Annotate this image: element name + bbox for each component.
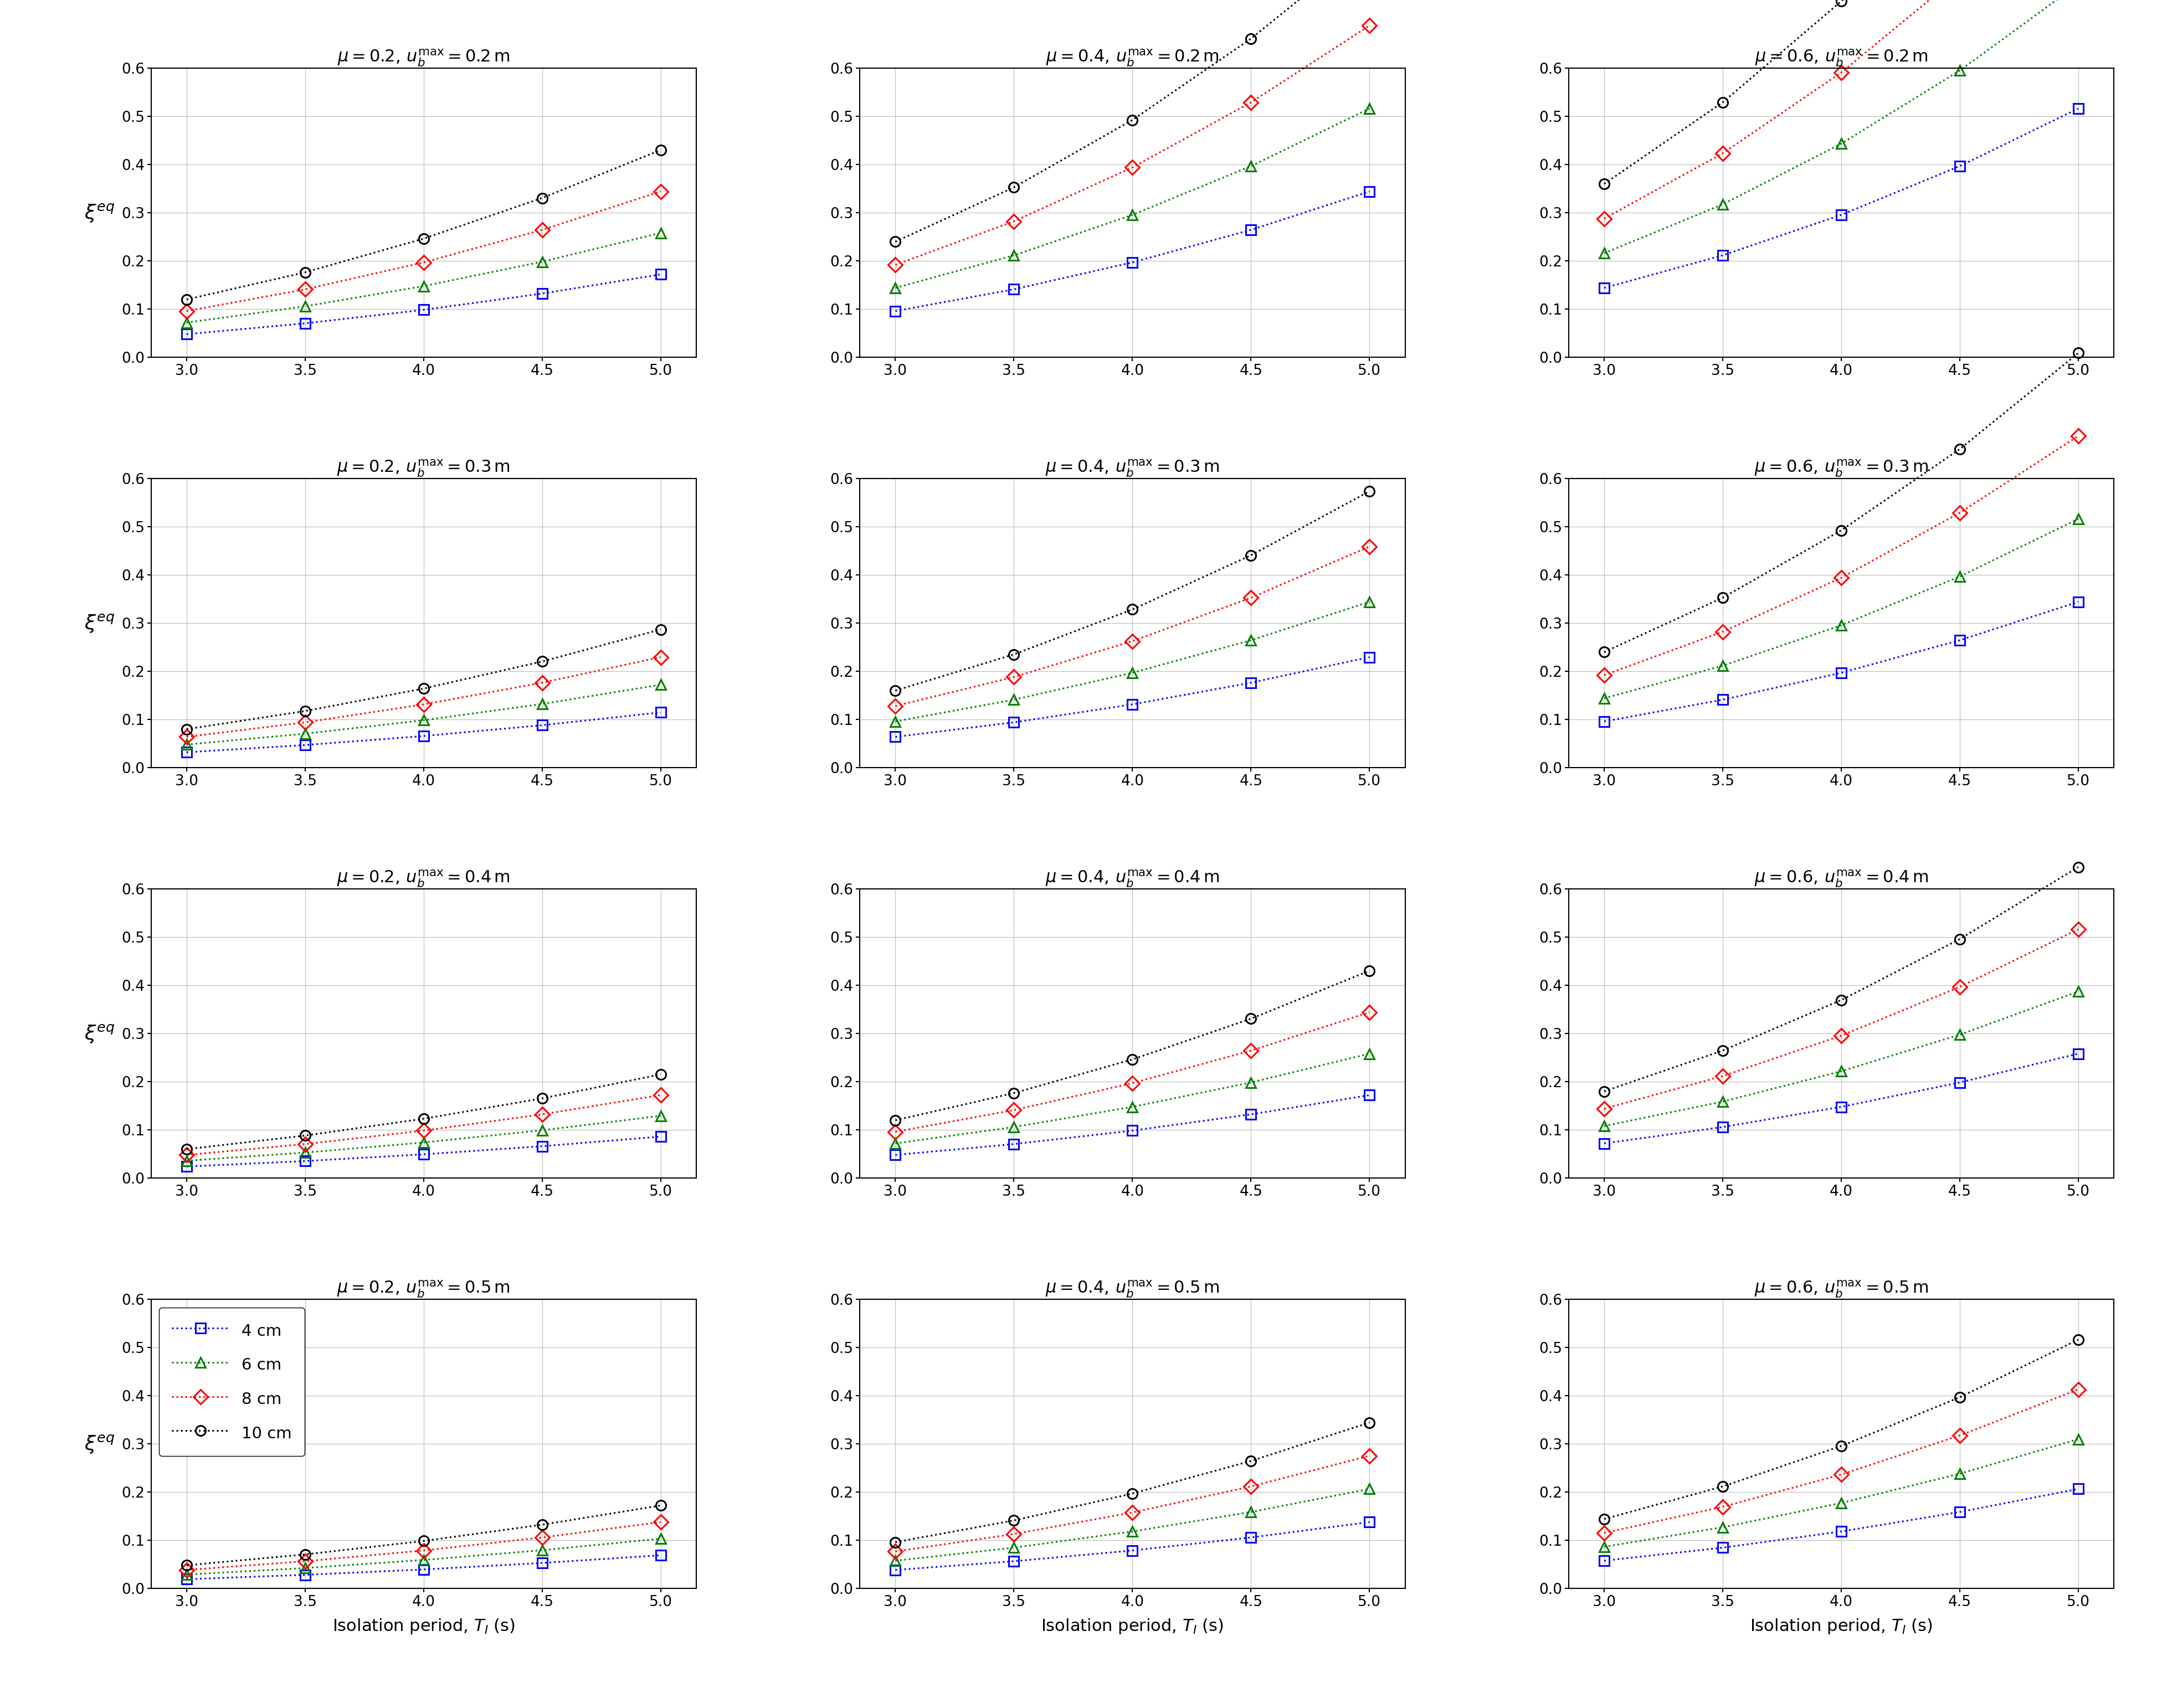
Title: $\mu = 0.2, \, \mathit{u}_b^{\rm max} = 0.3 \, \rm m$: $\mu = 0.2, \, \mathit{u}_b^{\rm max} = … — [336, 458, 511, 478]
Title: $\mu = 0.4, \, \mathit{u}_b^{\rm max} = 0.4 \, \rm m$: $\mu = 0.4, \, \mathit{u}_b^{\rm max} = … — [1046, 869, 1219, 888]
Title: $\mu = 0.6, \, \mathit{u}_b^{\rm max} = 0.4 \, \rm m$: $\mu = 0.6, \, \mathit{u}_b^{\rm max} = … — [1754, 869, 1928, 888]
Title: $\mu = 0.2, \, \mathit{u}_b^{\rm max} = 0.2 \, \rm m$: $\mu = 0.2, \, \mathit{u}_b^{\rm max} = … — [336, 48, 509, 68]
Title: $\mu = 0.2, \, \mathit{u}_b^{\rm max} = 0.5 \, \rm m$: $\mu = 0.2, \, \mathit{u}_b^{\rm max} = … — [336, 1279, 511, 1300]
Title: $\mu = 0.4, \, \mathit{u}_b^{\rm max} = 0.3 \, \rm m$: $\mu = 0.4, \, \mathit{u}_b^{\rm max} = … — [1046, 458, 1219, 478]
Title: $\mu = 0.6, \, \mathit{u}_b^{\rm max} = 0.3 \, \rm m$: $\mu = 0.6, \, \mathit{u}_b^{\rm max} = … — [1754, 458, 1928, 478]
X-axis label: Isolation period, $T_I$ (s): Isolation period, $T_I$ (s) — [1749, 1617, 1933, 1635]
Y-axis label: $\xi^{eq}$: $\xi^{eq}$ — [84, 613, 114, 634]
Title: $\mu = 0.6, \, \mathit{u}_b^{\rm max} = 0.2 \, \rm m$: $\mu = 0.6, \, \mathit{u}_b^{\rm max} = … — [1754, 48, 1928, 68]
Y-axis label: $\xi^{eq}$: $\xi^{eq}$ — [84, 1023, 114, 1044]
Y-axis label: $\xi^{eq}$: $\xi^{eq}$ — [84, 202, 114, 224]
Title: $\mu = 0.4, \, \mathit{u}_b^{\rm max} = 0.2 \, \rm m$: $\mu = 0.4, \, \mathit{u}_b^{\rm max} = … — [1046, 48, 1219, 68]
X-axis label: Isolation period, $T_I$ (s): Isolation period, $T_I$ (s) — [332, 1617, 516, 1635]
Title: $\mu = 0.2, \, \mathit{u}_b^{\rm max} = 0.4 \, \rm m$: $\mu = 0.2, \, \mathit{u}_b^{\rm max} = … — [336, 869, 511, 888]
Legend: 4 cm, 6 cm, 8 cm, 10 cm: 4 cm, 6 cm, 8 cm, 10 cm — [160, 1308, 304, 1455]
X-axis label: Isolation period, $T_I$ (s): Isolation period, $T_I$ (s) — [1042, 1617, 1223, 1635]
Title: $\mu = 0.6, \, \mathit{u}_b^{\rm max} = 0.5 \, \rm m$: $\mu = 0.6, \, \mathit{u}_b^{\rm max} = … — [1754, 1279, 1928, 1300]
Title: $\mu = 0.4, \, \mathit{u}_b^{\rm max} = 0.5 \, \rm m$: $\mu = 0.4, \, \mathit{u}_b^{\rm max} = … — [1046, 1279, 1219, 1300]
Y-axis label: $\xi^{eq}$: $\xi^{eq}$ — [84, 1433, 114, 1455]
